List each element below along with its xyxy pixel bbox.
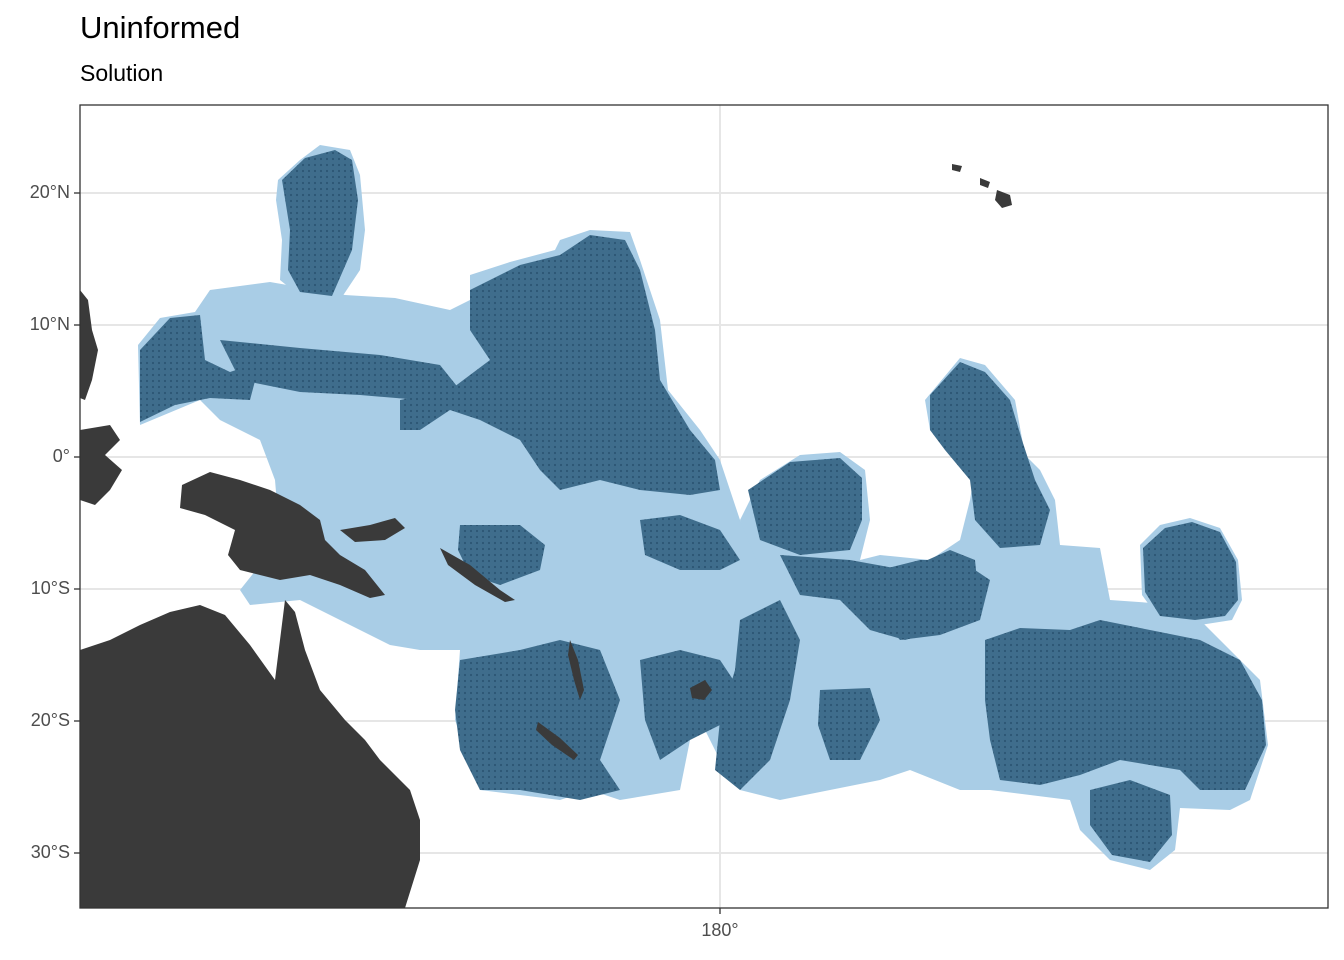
- new-caledonia: [536, 722, 578, 760]
- fiji-island: [690, 680, 712, 700]
- hawaii-big-island: [995, 190, 1012, 208]
- new-britain: [340, 518, 405, 542]
- selected-austral: [1090, 780, 1172, 862]
- selected-north-lobe: [282, 150, 358, 296]
- ytick-label-0: 0°: [52, 446, 70, 466]
- selected-marquesas: [1143, 522, 1238, 620]
- map-subtitle: Solution: [80, 60, 164, 86]
- vanuatu-islands: [568, 640, 584, 700]
- ytick-label-20s: 20°S: [30, 710, 70, 730]
- borneo-sulawesi: [80, 425, 122, 505]
- selected-mid-north: [400, 235, 720, 495]
- selected-vanuatu: [455, 640, 620, 800]
- selected-far-west: [140, 315, 260, 422]
- selected-french-polynesia: [985, 620, 1266, 790]
- map-title: Uninformed: [80, 10, 241, 45]
- land-layer: [80, 164, 1012, 908]
- selected-west-strip: [220, 340, 460, 400]
- selected-cooks-north: [875, 560, 990, 640]
- selected-tonga: [715, 600, 800, 790]
- selected-central-west: [640, 515, 740, 570]
- ytick-label-20n: 20°N: [29, 182, 70, 202]
- selected-phoenix: [748, 458, 862, 555]
- australia: [80, 600, 420, 908]
- selected-samoa: [818, 688, 880, 760]
- selected-line-islands: [930, 362, 1050, 548]
- ytick-label-10s: 10°S: [30, 578, 70, 598]
- panel-border: [79, 104, 1329, 909]
- philippines: [80, 290, 98, 400]
- new-guinea: [180, 472, 385, 598]
- ytick-label-30s: 30°S: [30, 842, 70, 862]
- selected-units-layer: [140, 150, 1266, 862]
- ytick-label-10n: 10°N: [29, 314, 70, 334]
- selected-solomon: [458, 525, 545, 585]
- xtick-label-180: 180°: [701, 920, 739, 940]
- hawaii-oahu: [952, 164, 962, 172]
- hawaii-maui: [980, 178, 990, 188]
- axis-ticks: [74, 192, 721, 914]
- selected-fiji: [640, 650, 740, 760]
- solomon-islands: [440, 548, 515, 602]
